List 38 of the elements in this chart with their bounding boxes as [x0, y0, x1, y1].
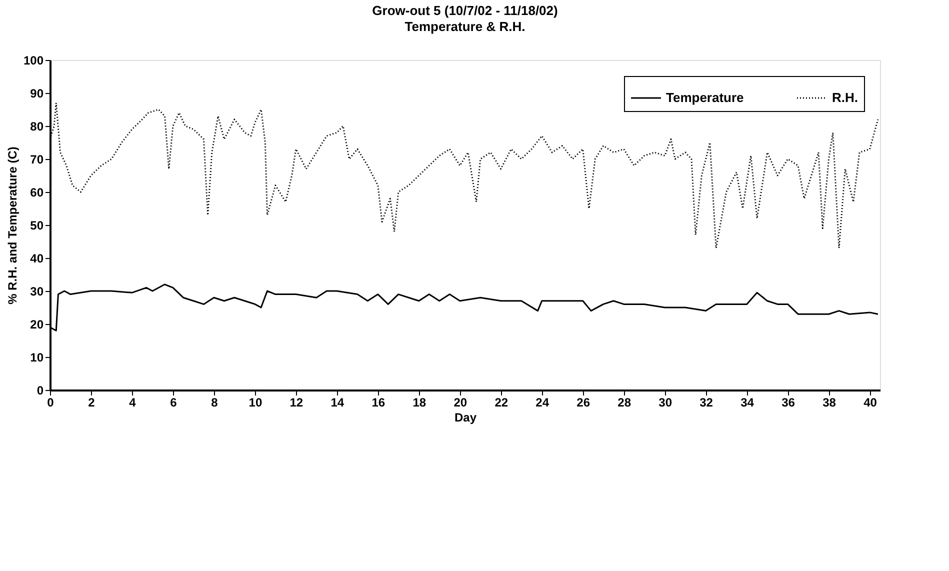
x-tick-label: 12: [290, 396, 304, 410]
x-tick-label: 26: [576, 396, 590, 410]
x-tick-label: 32: [700, 396, 714, 410]
x-axis-title: Day: [454, 410, 477, 424]
chart-subtitle: Temperature & R.H.: [404, 19, 526, 34]
y-axis-title: % R.H. and Temperature (C): [5, 146, 20, 304]
chart-title: Grow-out 5 (10/7/02 - 11/18/02): [372, 3, 558, 18]
y-tick-label: 10: [30, 350, 44, 364]
x-tick-label: 22: [494, 396, 508, 410]
x-tick-label: 4: [129, 396, 136, 410]
x-tick-label: 10: [248, 396, 262, 410]
x-tick-label: 6: [170, 396, 178, 410]
x-tick-label: 36: [782, 396, 796, 410]
x-tick-label: 30: [658, 396, 672, 410]
x-tick-label: 2: [88, 396, 96, 410]
legend-label: R.H.: [832, 90, 858, 105]
y-tick-label: 20: [30, 318, 44, 332]
y-tick-label: 40: [30, 252, 44, 266]
y-tick-label: 60: [30, 186, 44, 200]
x-tick-label: 0: [47, 396, 54, 410]
x-tick-label: 14: [330, 396, 344, 410]
x-tick-label: 18: [412, 396, 426, 410]
x-tick-label: 8: [211, 396, 218, 410]
x-tick-label: 24: [536, 396, 550, 410]
x-tick-label: 28: [618, 396, 632, 410]
y-tick-label: 90: [30, 86, 44, 100]
x-tick-label: 38: [822, 396, 836, 410]
x-tick-label: 16: [372, 396, 386, 410]
x-tick-label: 34: [740, 396, 754, 410]
legend-label: Temperature: [666, 90, 744, 105]
x-tick-label: 40: [864, 396, 878, 410]
y-tick-label: 0: [36, 384, 44, 398]
y-tick-label: 70: [30, 152, 44, 166]
y-tick-label: 50: [30, 218, 44, 232]
y-tick-label: 100: [23, 54, 44, 68]
x-tick-label: 20: [454, 396, 468, 410]
y-tick-label: 30: [30, 284, 44, 298]
y-tick-label: 80: [30, 120, 44, 134]
